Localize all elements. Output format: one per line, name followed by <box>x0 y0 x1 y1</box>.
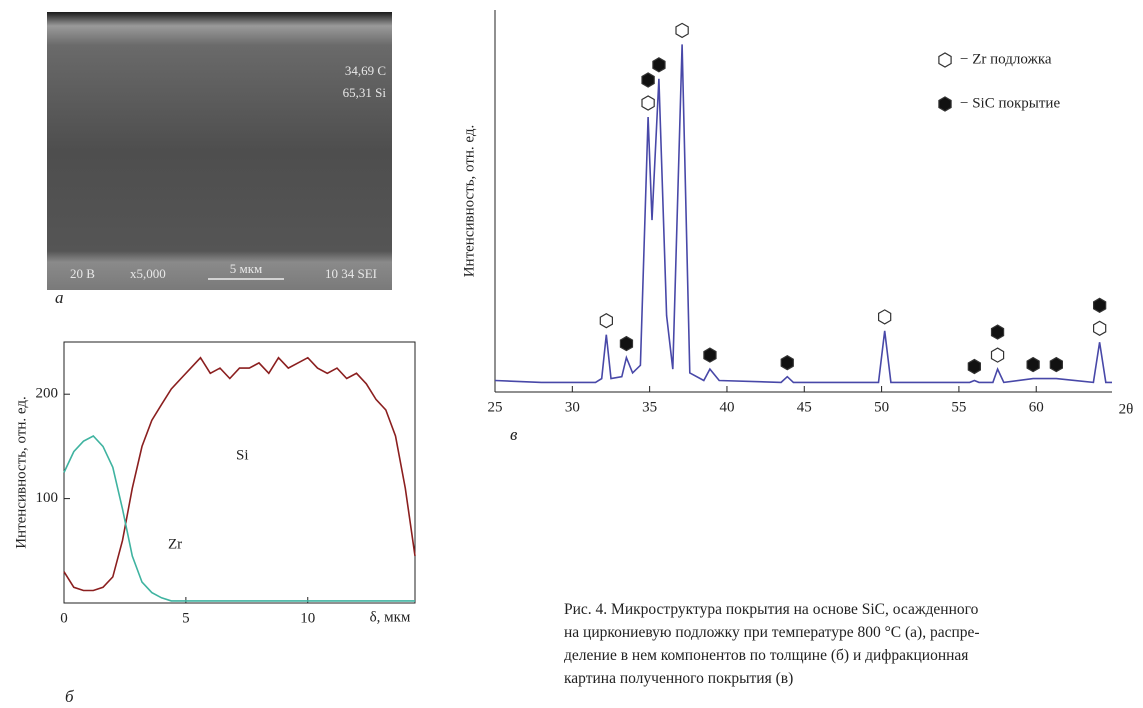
legend-label: − SiC покрытие <box>960 95 1060 111</box>
x-tick-label: 5 <box>182 610 190 626</box>
micrograph: 34,69 C 65,31 Si 20 В x5,000 5 мкм 10 34… <box>47 12 392 290</box>
marker-open <box>992 348 1004 362</box>
marker-open <box>676 23 688 37</box>
marker-filled <box>704 348 716 362</box>
marker-filled <box>620 337 632 351</box>
series-label: Zr <box>168 536 182 552</box>
panel-label: в <box>510 425 518 444</box>
x-tick-label: 60 <box>1029 399 1044 415</box>
panel-label: а <box>55 288 64 307</box>
marker-filled <box>992 325 1004 339</box>
caption-line: картина полученного покрытия (в) <box>564 667 1124 690</box>
marker-filled <box>1094 298 1106 312</box>
x-axis-label: δ, мкм <box>370 609 411 625</box>
x-tick-label: 55 <box>951 399 966 415</box>
marker-open <box>642 96 654 110</box>
marker-open <box>939 53 951 67</box>
marker-filled <box>968 360 980 374</box>
composition: 65,31 Si <box>343 85 387 100</box>
legend-label: − Zr подложка <box>960 51 1052 67</box>
marker-filled <box>1027 358 1039 372</box>
marker-open <box>600 314 612 328</box>
caption-line: Рис. 4. Микроструктура покрытия на основ… <box>564 598 1124 621</box>
series-label: Si <box>236 447 249 463</box>
sem-info: 10 34 SEI <box>325 266 377 281</box>
x-tick-label: 50 <box>874 399 889 415</box>
sem-image <box>47 12 392 290</box>
y-axis-label: Интенсивность, отн. ед. <box>461 125 477 278</box>
marker-filled <box>642 73 654 87</box>
panel-label: б <box>65 687 74 706</box>
y-tick-label: 100 <box>36 490 59 506</box>
x-tick-label: 40 <box>719 399 734 415</box>
x-tick-label: 25 <box>488 399 503 415</box>
marker-open <box>1094 321 1106 335</box>
marker-filled <box>781 356 793 370</box>
x-axis-label: 2θ <box>1119 401 1134 417</box>
x-tick-label: 10 <box>300 610 315 626</box>
composition: 34,69 C <box>345 63 386 78</box>
sem-info: x5,000 <box>130 266 166 281</box>
y-tick-label: 200 <box>36 386 59 402</box>
caption: Рис. 4. Микроструктура покрытия на основ… <box>564 598 1124 690</box>
x-tick-label: 35 <box>642 399 657 415</box>
marker-open <box>879 310 891 324</box>
y-axis-label: Интенсивность, отн. ед. <box>13 396 29 549</box>
scale-label: 5 мкм <box>230 261 263 276</box>
marker-filled <box>653 58 665 72</box>
data-line <box>64 358 415 591</box>
caption-line: на циркониевую подложку при температуре … <box>564 621 1124 644</box>
caption-line: деление в нем компонентов по толщине (б)… <box>564 644 1124 667</box>
sem-info: 20 В <box>70 266 95 281</box>
x-tick-label: 45 <box>797 399 812 415</box>
marker-filled <box>1050 358 1062 372</box>
marker-filled <box>939 97 951 111</box>
x-tick-label: 30 <box>565 399 580 415</box>
x-tick-label: 0 <box>60 610 68 626</box>
